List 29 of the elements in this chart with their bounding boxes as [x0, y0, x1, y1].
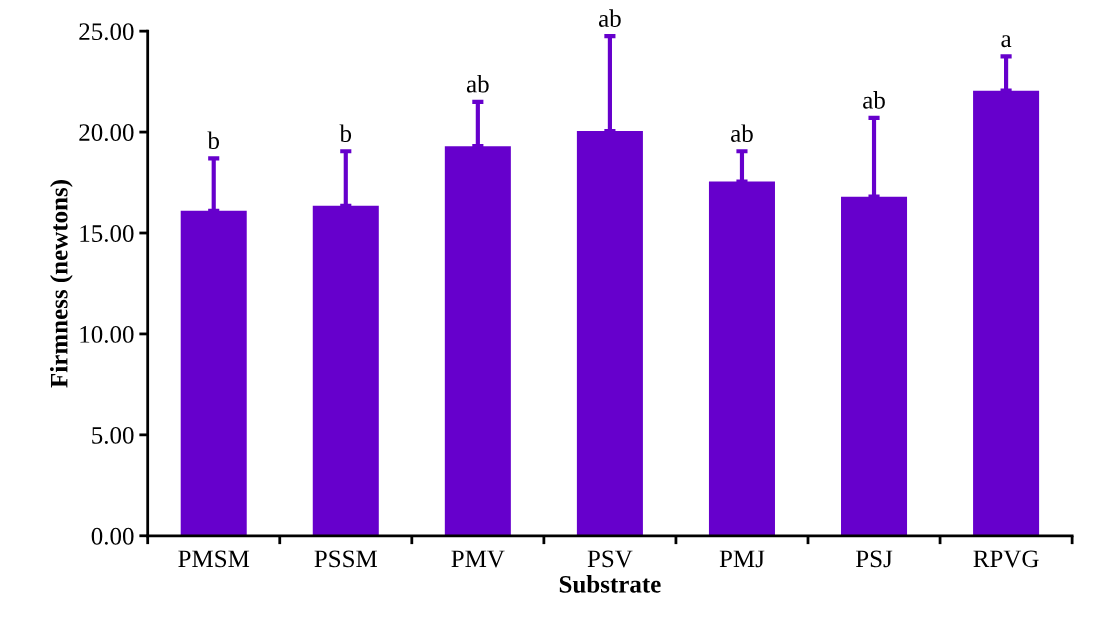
y-tick-label: 25.00	[79, 23, 134, 41]
annotation: ab	[598, 9, 621, 27]
x-tick-label: PSSM	[314, 550, 378, 568]
bar	[973, 90, 1040, 536]
annotation: b	[207, 131, 220, 150]
y-tick-label: 5.00	[92, 426, 134, 444]
x-tick-label: PMV	[451, 550, 505, 568]
y-tick-label: 10.00	[80, 325, 134, 343]
bar	[576, 131, 643, 536]
y-axis-title: Firmness (newtons)	[50, 180, 73, 388]
annotation: a	[1001, 35, 1012, 48]
bar	[708, 181, 775, 536]
y-tick-label: 15.00	[80, 225, 134, 243]
bar	[444, 146, 511, 536]
y-tick-label: 0.00	[91, 527, 134, 545]
x-tick-label: PSJ	[855, 550, 893, 568]
x-tick-label: PSV	[587, 550, 633, 568]
x-tick-label: PMJ	[719, 550, 765, 568]
bar	[180, 210, 247, 536]
bar	[841, 196, 908, 536]
x-tick-label: RPVG	[973, 550, 1039, 568]
annotation: ab	[731, 124, 753, 143]
annotation: b	[339, 124, 352, 143]
x-tick-label: PMSM	[178, 550, 250, 568]
annotation: ab	[863, 91, 885, 109]
y-tick-label: 20.00	[79, 124, 134, 142]
annotation: ab	[466, 74, 489, 93]
x-axis-title: Substrate	[559, 575, 661, 593]
bar	[312, 205, 379, 536]
